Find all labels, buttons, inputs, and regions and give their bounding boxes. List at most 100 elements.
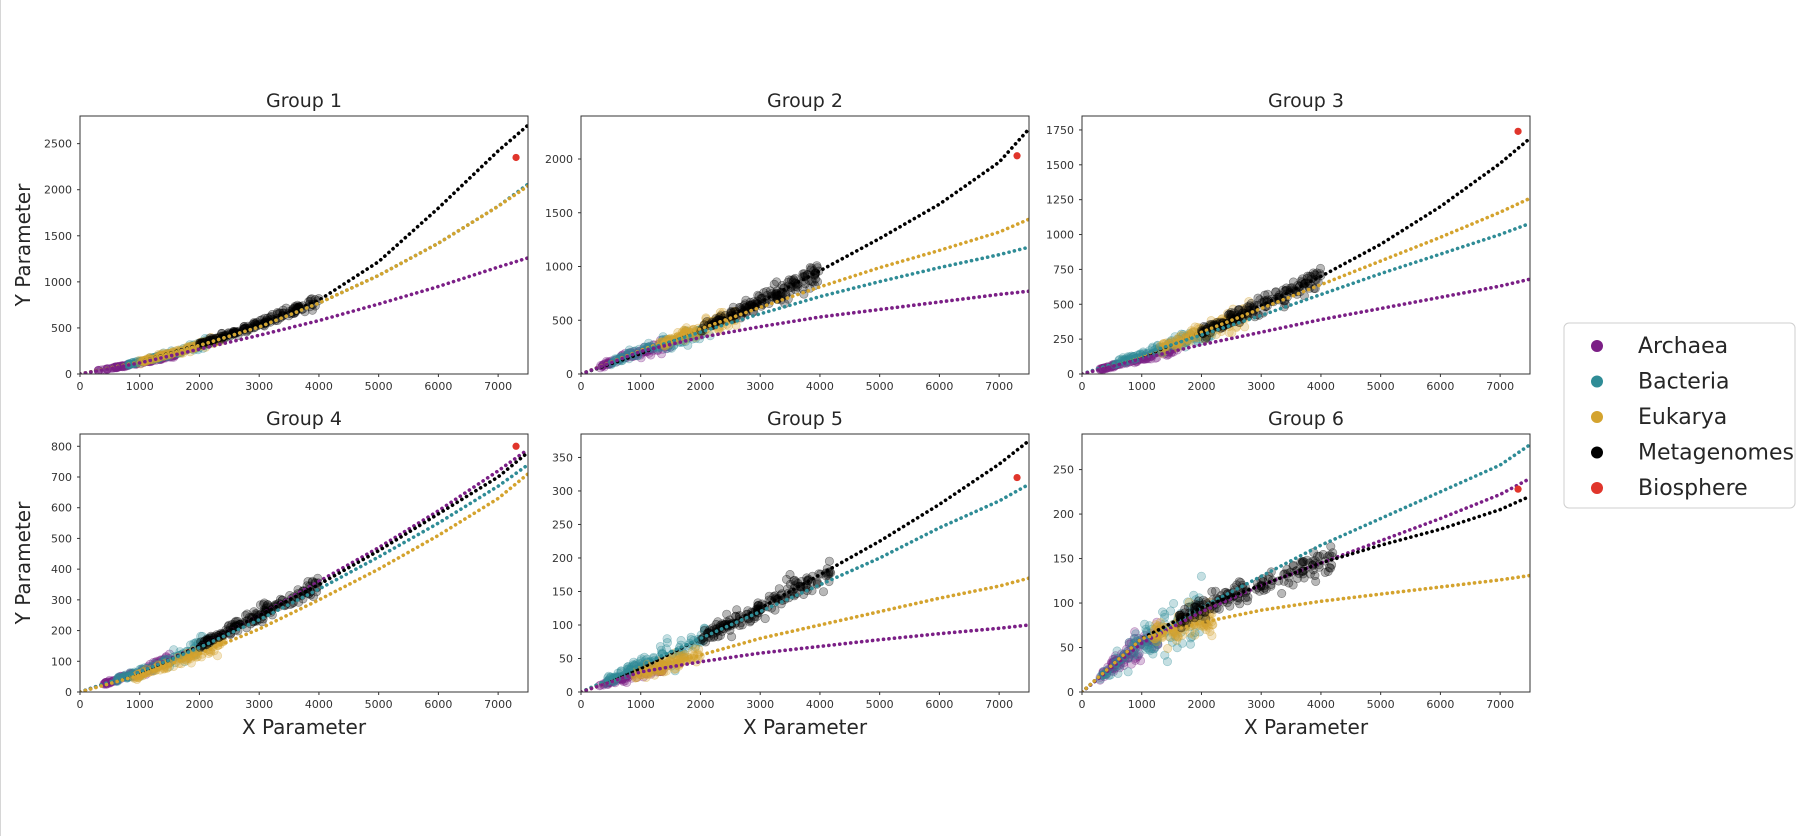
scatter-point-bacteria <box>662 634 672 644</box>
panel-title: Group 4 <box>266 408 342 430</box>
left-edge-rule <box>0 0 1 836</box>
scatter-point-metagenomes <box>722 609 732 619</box>
plot-content <box>80 123 528 374</box>
scatter-point-metagenomes <box>1183 602 1193 612</box>
x-tick-label: 4000 <box>806 380 834 393</box>
legend-label: Archaea <box>1638 334 1728 359</box>
x-tick-label: 0 <box>1079 380 1086 393</box>
x-tick-label: 5000 <box>365 380 393 393</box>
x-tick-label: 2000 <box>1187 698 1215 711</box>
y-tick-label: 800 <box>51 440 72 453</box>
scatter-point-metagenomes <box>1296 276 1306 286</box>
scatter-point-bacteria <box>1169 598 1179 608</box>
x-tick-label: 2000 <box>185 380 213 393</box>
scatter-point-bacteria <box>683 340 693 350</box>
plot-area <box>80 434 528 692</box>
scatter-point-bacteria <box>700 625 710 635</box>
scatter-point-metagenomes <box>263 600 273 610</box>
scatter-point-metagenomes <box>1224 309 1234 319</box>
x-tick-label: 1000 <box>126 698 154 711</box>
x-axis-label: X Parameter <box>743 715 868 739</box>
scatter-point-metagenomes <box>255 600 265 610</box>
scatter-point-bacteria <box>169 645 179 655</box>
x-tick-label: 0 <box>578 380 585 393</box>
scatter-point-eukarya <box>1206 316 1216 326</box>
y-tick-label: 500 <box>51 532 72 545</box>
scatter-point-metagenomes <box>1297 274 1307 284</box>
scatter-point-bacteria <box>1178 329 1188 339</box>
x-tick-label: 0 <box>77 698 84 711</box>
scatter-point-metagenomes <box>249 607 259 617</box>
y-tick-label: 150 <box>552 585 573 598</box>
x-tick-label: 7000 <box>985 698 1013 711</box>
y-tick-label: 1000 <box>44 276 72 289</box>
y-tick-label: 500 <box>1053 298 1074 311</box>
scatter-point-metagenomes <box>1246 298 1256 308</box>
fit-line-bacteria <box>1082 221 1530 374</box>
biosphere-point <box>512 442 520 450</box>
x-tick-label: 3000 <box>746 698 774 711</box>
biosphere-point <box>1514 127 1522 135</box>
scatter-point-metagenomes <box>1282 564 1292 574</box>
scatter-point-bacteria <box>639 652 649 662</box>
fit-line-archaea <box>80 447 528 692</box>
scatter-point-eukarya <box>1190 322 1200 332</box>
scatter-point-eukarya <box>681 323 691 333</box>
scatter-point-metagenomes <box>805 263 815 273</box>
x-tick-label: 2000 <box>1187 380 1215 393</box>
x-tick-label: 5000 <box>866 698 894 711</box>
scatter-point-metagenomes <box>754 291 764 301</box>
y-tick-label: 2000 <box>44 184 72 197</box>
scatter-point-archaea <box>656 349 666 359</box>
scatter-point-metagenomes <box>790 273 800 283</box>
y-tick-label: 1000 <box>545 261 573 274</box>
plot-content <box>1082 127 1530 374</box>
scatter-point-bacteria <box>690 642 700 652</box>
scatter-point-metagenomes <box>1288 277 1298 287</box>
scatter-point-metagenomes <box>786 275 796 285</box>
x-tick-label: 2000 <box>686 380 714 393</box>
x-tick-label: 1000 <box>1128 380 1156 393</box>
y-tick-label: 0 <box>65 368 72 381</box>
scatter-point-bacteria <box>1141 644 1151 654</box>
panel-5: 0 1000 2000 3000 4000 5000 6000 7000 0 50 100 150 20… <box>552 408 1030 739</box>
x-tick-label: 4000 <box>806 698 834 711</box>
x-tick-label: 1000 <box>627 698 655 711</box>
x-tick-label: 7000 <box>484 698 512 711</box>
y-tick-label: 600 <box>51 502 72 515</box>
scatter-point-metagenomes <box>769 279 779 289</box>
biosphere-point <box>512 153 520 162</box>
scatter-point-metagenomes <box>224 620 234 630</box>
panel-6: 0 1000 2000 3000 4000 5000 6000 7000 0 50 100 150 20… <box>1053 408 1531 739</box>
y-tick-label: 1750 <box>1046 124 1074 137</box>
fit-line-eukarya <box>80 184 528 374</box>
x-tick-label: 0 <box>1079 698 1086 711</box>
scatter-point-eukarya <box>213 651 223 661</box>
scatter-point-metagenomes <box>1253 293 1263 303</box>
biosphere-point <box>1013 473 1021 482</box>
x-tick-label: 4000 <box>305 698 333 711</box>
scatter-point-metagenomes <box>812 261 822 271</box>
plot-content <box>80 442 528 692</box>
scatter-point-metagenomes <box>753 290 763 300</box>
y-tick-label: 50 <box>559 652 573 665</box>
legend-label: Bacteria <box>1638 370 1729 395</box>
scatter-point-bacteria <box>662 638 672 648</box>
scatter-point-metagenomes <box>1271 287 1281 297</box>
x-tick-label: 1000 <box>1128 698 1156 711</box>
scatter-point-metagenomes <box>1277 588 1287 598</box>
scatter-point-bacteria <box>1196 571 1206 581</box>
x-tick-label: 0 <box>77 380 84 393</box>
legend-marker <box>1591 411 1603 423</box>
plot-area <box>581 434 1029 692</box>
scatter-point-metagenomes <box>258 599 268 609</box>
scatter-point-archaea <box>622 677 632 687</box>
scatter-point-metagenomes <box>1223 310 1233 320</box>
plot-content <box>581 438 1029 692</box>
x-tick-label: 6000 <box>925 698 953 711</box>
scatter-point-metagenomes <box>807 263 817 273</box>
y-tick-label: 500 <box>51 322 72 335</box>
scatter-point-metagenomes <box>760 614 770 624</box>
plot-area <box>1082 116 1530 374</box>
